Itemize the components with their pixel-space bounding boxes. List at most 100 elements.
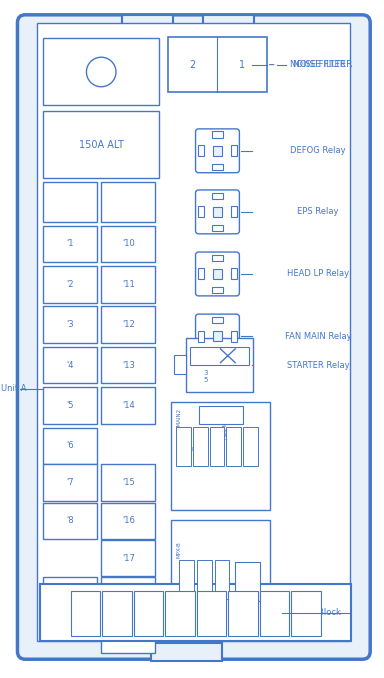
Bar [134, 591, 163, 635]
Circle shape [86, 57, 116, 87]
FancyBboxPatch shape [195, 252, 239, 296]
Bar [193, 426, 208, 466]
Text: 150A ALT: 150A ALT [79, 140, 124, 150]
Text: 30A: 30A [304, 609, 308, 618]
Bar [198, 268, 204, 279]
Bar [171, 402, 270, 511]
Bar [243, 426, 258, 466]
Bar [198, 331, 204, 342]
Text: '2: '2 [66, 280, 74, 289]
Text: 2: 2 [199, 333, 204, 339]
Bar [197, 591, 226, 635]
Text: NOISE FILTER: NOISE FILTER [290, 60, 346, 69]
Bar [101, 502, 156, 539]
Bar [186, 338, 253, 392]
Bar [43, 578, 97, 614]
Bar [43, 347, 97, 383]
Text: 1: 1 [197, 353, 202, 359]
Bar [101, 226, 156, 262]
Bar [228, 591, 258, 635]
Bar [122, 15, 173, 35]
Text: DCME: DCME [197, 577, 212, 582]
Bar [171, 520, 270, 619]
Text: TURN
HA2
15A: TURN HA2 15A [142, 607, 155, 620]
Text: ABS MAIN2: ABS MAIN2 [177, 409, 182, 439]
Text: 5: 5 [215, 132, 220, 138]
Text: '8: '8 [66, 516, 74, 525]
Text: IG2
MAIN
20A: IG2 MAIN 20A [174, 607, 187, 619]
Bar [43, 266, 97, 302]
Text: 10A
N2: 10A N2 [246, 441, 255, 452]
Text: 3: 3 [215, 164, 220, 170]
Bar [212, 287, 223, 294]
Text: '17: '17 [122, 554, 135, 563]
Text: '5: '5 [66, 401, 74, 410]
Bar [213, 207, 222, 217]
Text: 5: 5 [215, 317, 220, 323]
Bar [212, 193, 223, 199]
Text: '9: '9 [66, 591, 74, 600]
Bar [212, 164, 223, 170]
Bar [198, 206, 204, 218]
Bar [210, 426, 224, 466]
Bar [101, 617, 156, 654]
Bar [101, 182, 156, 222]
Bar [199, 406, 243, 424]
Text: '13: '13 [122, 361, 135, 370]
Bar [101, 266, 156, 302]
Bar [212, 349, 223, 355]
Bar [197, 560, 212, 599]
Bar [102, 591, 132, 635]
Bar [230, 268, 237, 279]
Bar [101, 578, 156, 614]
Text: 10A
N2: 10A N2 [217, 574, 227, 585]
Bar [212, 255, 223, 261]
Bar [291, 591, 321, 635]
Text: 1: 1 [232, 148, 236, 154]
Text: RAD
NO.1
20A: RAD NO.1 20A [268, 608, 281, 619]
Bar [230, 206, 237, 218]
Bar [230, 145, 237, 157]
Text: MPX-B: MPX-B [177, 542, 182, 558]
Text: 10A
N2: 10A N2 [179, 441, 188, 452]
Text: '18: '18 [122, 591, 135, 600]
Bar [43, 387, 97, 424]
Text: 30A
N2: 30A N2 [212, 441, 222, 452]
Bar [43, 39, 159, 106]
Text: '6: '6 [66, 441, 74, 450]
Text: 3: 3 [215, 225, 220, 231]
FancyBboxPatch shape [195, 314, 239, 358]
Text: 1: 1 [232, 209, 236, 215]
Bar [176, 426, 191, 466]
Bar [71, 591, 100, 635]
Bar [215, 560, 229, 599]
Text: RAD
NO.2
20A: RAD NO.2 20A [205, 608, 218, 619]
Bar [43, 182, 97, 222]
Text: 3: 3 [215, 349, 220, 355]
Text: ABS
MAIN3
10A: ABS MAIN3 10A [110, 606, 124, 620]
Text: 1: 1 [232, 271, 236, 277]
Text: '7: '7 [66, 478, 74, 487]
Bar [43, 111, 159, 178]
Text: ABS MAIN1: ABS MAIN1 [223, 409, 228, 439]
Bar [40, 584, 351, 641]
Text: '15: '15 [122, 478, 135, 487]
Text: 5: 5 [204, 378, 208, 383]
Text: HEAD LP Relay: HEAD LP Relay [287, 269, 349, 279]
Bar [260, 591, 290, 635]
Text: ABS
MAIN1: ABS MAIN1 [226, 441, 242, 452]
Text: STARTER Relay: STARTER Relay [287, 361, 349, 370]
Bar [174, 355, 186, 374]
Text: 2: 2 [199, 271, 204, 277]
Text: '19: '19 [122, 631, 135, 639]
Bar [190, 347, 249, 365]
Bar [212, 132, 223, 138]
Bar [213, 269, 222, 279]
Text: 2: 2 [199, 209, 204, 215]
Bar [213, 332, 222, 341]
Text: Fuse Block: Fuse Block [296, 608, 341, 618]
FancyBboxPatch shape [195, 190, 239, 234]
Bar [101, 464, 156, 500]
FancyBboxPatch shape [17, 15, 370, 659]
Bar [168, 37, 267, 92]
